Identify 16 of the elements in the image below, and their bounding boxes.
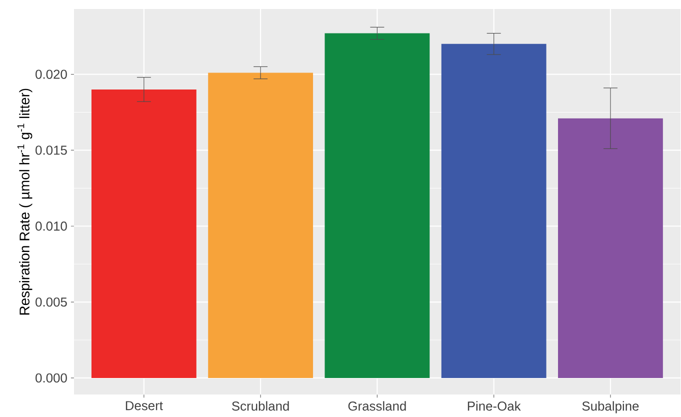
y-tick-label: 0.010 <box>36 222 67 231</box>
x-tick-label: Grassland <box>348 401 406 411</box>
x-tick-label: Subalpine <box>582 401 639 414</box>
y-tick-label: 0.020 <box>36 70 67 80</box>
bar <box>91 90 196 378</box>
bar <box>558 118 663 378</box>
y-tick-label: 0.000 <box>36 374 67 383</box>
bar <box>208 72 314 378</box>
x-tick-label: Scrubland <box>232 401 289 411</box>
y-tick-label: 0.015 <box>36 146 67 155</box>
y-tick-label: 0.005 <box>36 298 67 307</box>
bar <box>324 33 430 378</box>
y-axis-title: Respiration Rate ( µmol hr$^{-1}$ g$^{-1}$ litter) <box>17 89 32 315</box>
bar <box>441 44 546 378</box>
x-tick-label: Desert <box>126 401 163 410</box>
x-tick-label: Pine-Oak <box>468 401 521 411</box>
